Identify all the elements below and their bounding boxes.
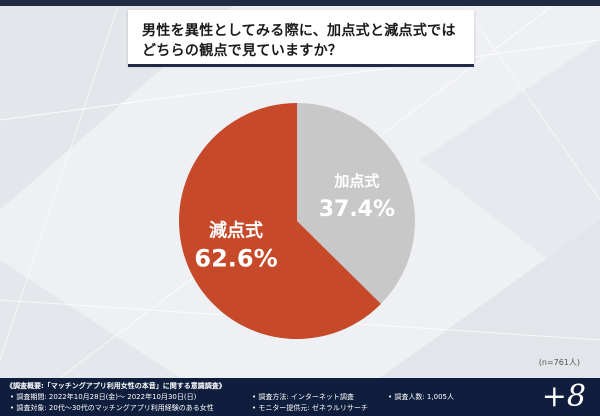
- question-box: 男性を異性としてみる際に、加点式と減点式では どちらの観点で見ていますか？: [128, 10, 474, 65]
- question-line-1: 男性を異性としてみる際に、加点式と減点式では: [142, 23, 456, 39]
- header-bar: [0, 0, 600, 6]
- pie-slice-1-value: 37.4%: [319, 197, 395, 222]
- brand-logo: +8: [541, 379, 586, 414]
- question-line-2: どちらの観点で見ていますか？: [142, 43, 343, 59]
- survey-period: • 調査期間: 2022年10月28日(金)〜 2022年10月30日(日): [10, 393, 197, 401]
- sample-size-note: (n=761人): [538, 358, 580, 367]
- pie-slice-1-label: 加点式: [333, 172, 379, 190]
- survey-count: • 調査人数: 1,005人: [388, 393, 454, 401]
- pie-chart: 加点式 37.4% 減点式 62.6%: [178, 103, 415, 339]
- pie-slice-2: [178, 103, 381, 339]
- footer-bar: 《調査概要:「マッチングアプリ利用女性の本音」に関する意識調査》 • 調査期間:…: [0, 378, 600, 416]
- pie-slice-2-label: 減点式: [209, 219, 263, 241]
- pie-slice-2-value: 62.6%: [194, 244, 277, 272]
- monitor-provider: • モニター提供元: ゼネラルリサーチ: [252, 404, 368, 412]
- survey-method: • 調査方法: インターネット調査: [252, 393, 354, 401]
- pie-slice-1: [297, 103, 415, 304]
- survey-summary: 《調査概要:「マッチングアプリ利用女性の本音」に関する意識調査》: [6, 382, 226, 390]
- question-underline: [128, 64, 474, 67]
- survey-target: • 調査対象: 20代〜30代のマッチングアプリ利用経験のある女性: [10, 404, 214, 412]
